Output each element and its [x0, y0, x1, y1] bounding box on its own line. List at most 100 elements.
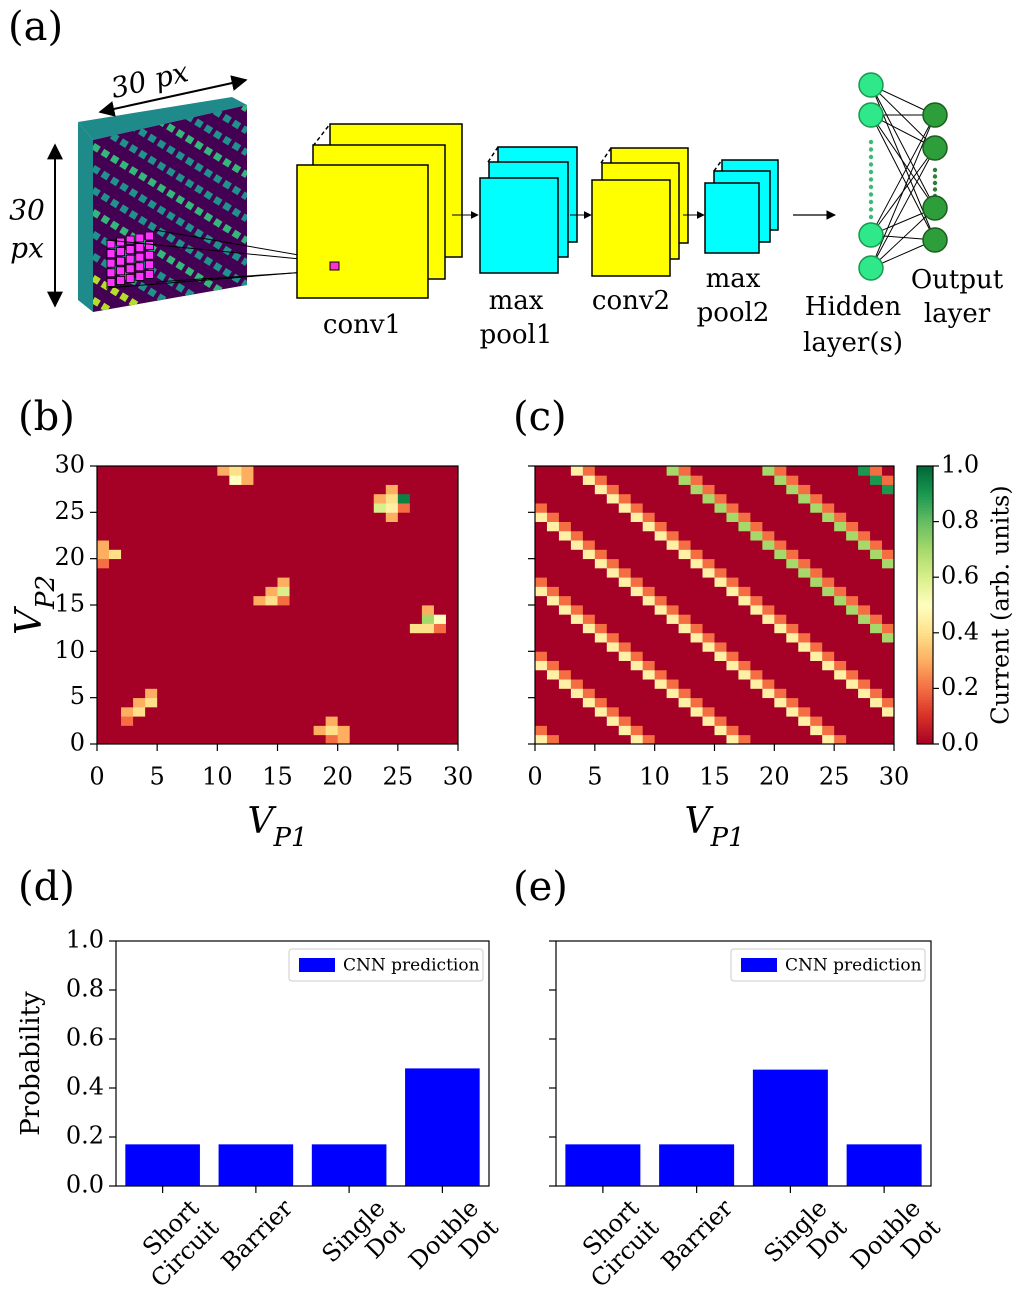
heat-cell [570, 586, 584, 597]
heat-cell [786, 577, 799, 587]
heat-cell [606, 595, 620, 606]
colorbar-step [917, 727, 933, 731]
heat-cell [109, 577, 122, 587]
heat-cell [714, 475, 727, 485]
heat-cell [882, 669, 895, 680]
heat-cell [205, 466, 218, 476]
heat-cell [337, 484, 351, 495]
heat-cell [726, 530, 739, 541]
heat-cell [726, 660, 739, 671]
heat-cell [169, 530, 182, 541]
heat-cell [265, 697, 278, 708]
heat-cell [133, 567, 146, 578]
heat-cell [121, 642, 134, 652]
heat-cell [762, 623, 775, 634]
heat-cell [546, 549, 560, 560]
dash [600, 147, 612, 164]
heat-cell [421, 660, 435, 671]
heat-cell [546, 586, 560, 597]
colorbar-step [917, 705, 933, 709]
heat-cell [822, 716, 835, 726]
heat-cell [337, 530, 351, 541]
heat-cell [810, 632, 823, 643]
heat-cell [349, 484, 363, 495]
heat-cell [301, 577, 314, 587]
heat-cell [630, 632, 644, 643]
stripe [93, 209, 247, 310]
heat-cell [714, 660, 727, 671]
heat-cell [97, 688, 110, 699]
colorbar-step [917, 516, 933, 520]
heat-cell [169, 558, 182, 569]
heat-cell [535, 577, 548, 587]
heat-cell [337, 567, 351, 578]
heat-cell [535, 651, 548, 661]
heat-cell [361, 530, 375, 541]
heat-cell [642, 558, 656, 569]
heat-cell [193, 466, 206, 476]
heat-cell [133, 540, 146, 550]
edge [870, 114, 936, 241]
heat-cell [582, 466, 596, 476]
heat-cell [229, 466, 242, 476]
heat-cell [702, 586, 715, 597]
heat-cell [253, 614, 266, 624]
heat-cell [133, 586, 146, 597]
heat-cell [846, 697, 859, 708]
node [922, 135, 948, 161]
heat-cell [738, 475, 751, 485]
heat-cell [385, 567, 399, 578]
heat-cell [409, 586, 423, 597]
heat-cell [630, 679, 644, 689]
heat-cell [205, 595, 218, 606]
heat-cell [373, 567, 387, 578]
heat-cell [301, 669, 314, 680]
bar [405, 1068, 480, 1186]
heat-cell [337, 632, 351, 643]
heat-cell [726, 651, 739, 661]
legend-swatch [741, 958, 777, 972]
heat-cell [666, 688, 679, 699]
heat-cell [217, 725, 230, 736]
heat-cell [373, 660, 387, 671]
heat-cell [97, 512, 110, 522]
stripe [93, 366, 247, 461]
heat-cell [109, 614, 122, 624]
heat-cell [121, 623, 134, 634]
heat-cell [834, 586, 847, 597]
heat-cell [253, 679, 266, 689]
heat-cell [169, 706, 182, 717]
heat-cell [265, 567, 278, 578]
heat-cell [558, 605, 572, 615]
heat-cell [558, 586, 572, 597]
heat-cell [229, 642, 242, 652]
heat-cell [385, 595, 399, 606]
heat-cell [421, 632, 435, 643]
heat-cell [145, 493, 158, 504]
heat-cell [690, 716, 703, 726]
heat-cell [289, 679, 302, 689]
heat-cell [289, 567, 302, 578]
heat-cell [397, 475, 411, 485]
cell [135, 271, 145, 281]
heat-cell [726, 706, 739, 717]
heat-cell [109, 706, 122, 717]
heat-cell [654, 595, 668, 606]
layer-label: conv1 [323, 310, 401, 340]
heat-cell [774, 734, 787, 745]
heat-cell [666, 567, 679, 578]
heat-cell [409, 466, 423, 476]
colorbar-step [917, 630, 933, 634]
heat-cell [421, 688, 435, 699]
heat-cell [337, 660, 351, 671]
heat-cell [97, 706, 110, 717]
colorbar-step [917, 657, 933, 662]
heat-cell [397, 669, 411, 680]
heat-cell [325, 669, 339, 680]
colorbar-step [917, 529, 933, 534]
heat-cell [606, 605, 620, 615]
heat-cell [798, 577, 811, 587]
heat-cell [606, 725, 620, 736]
heat-cell [726, 642, 739, 652]
